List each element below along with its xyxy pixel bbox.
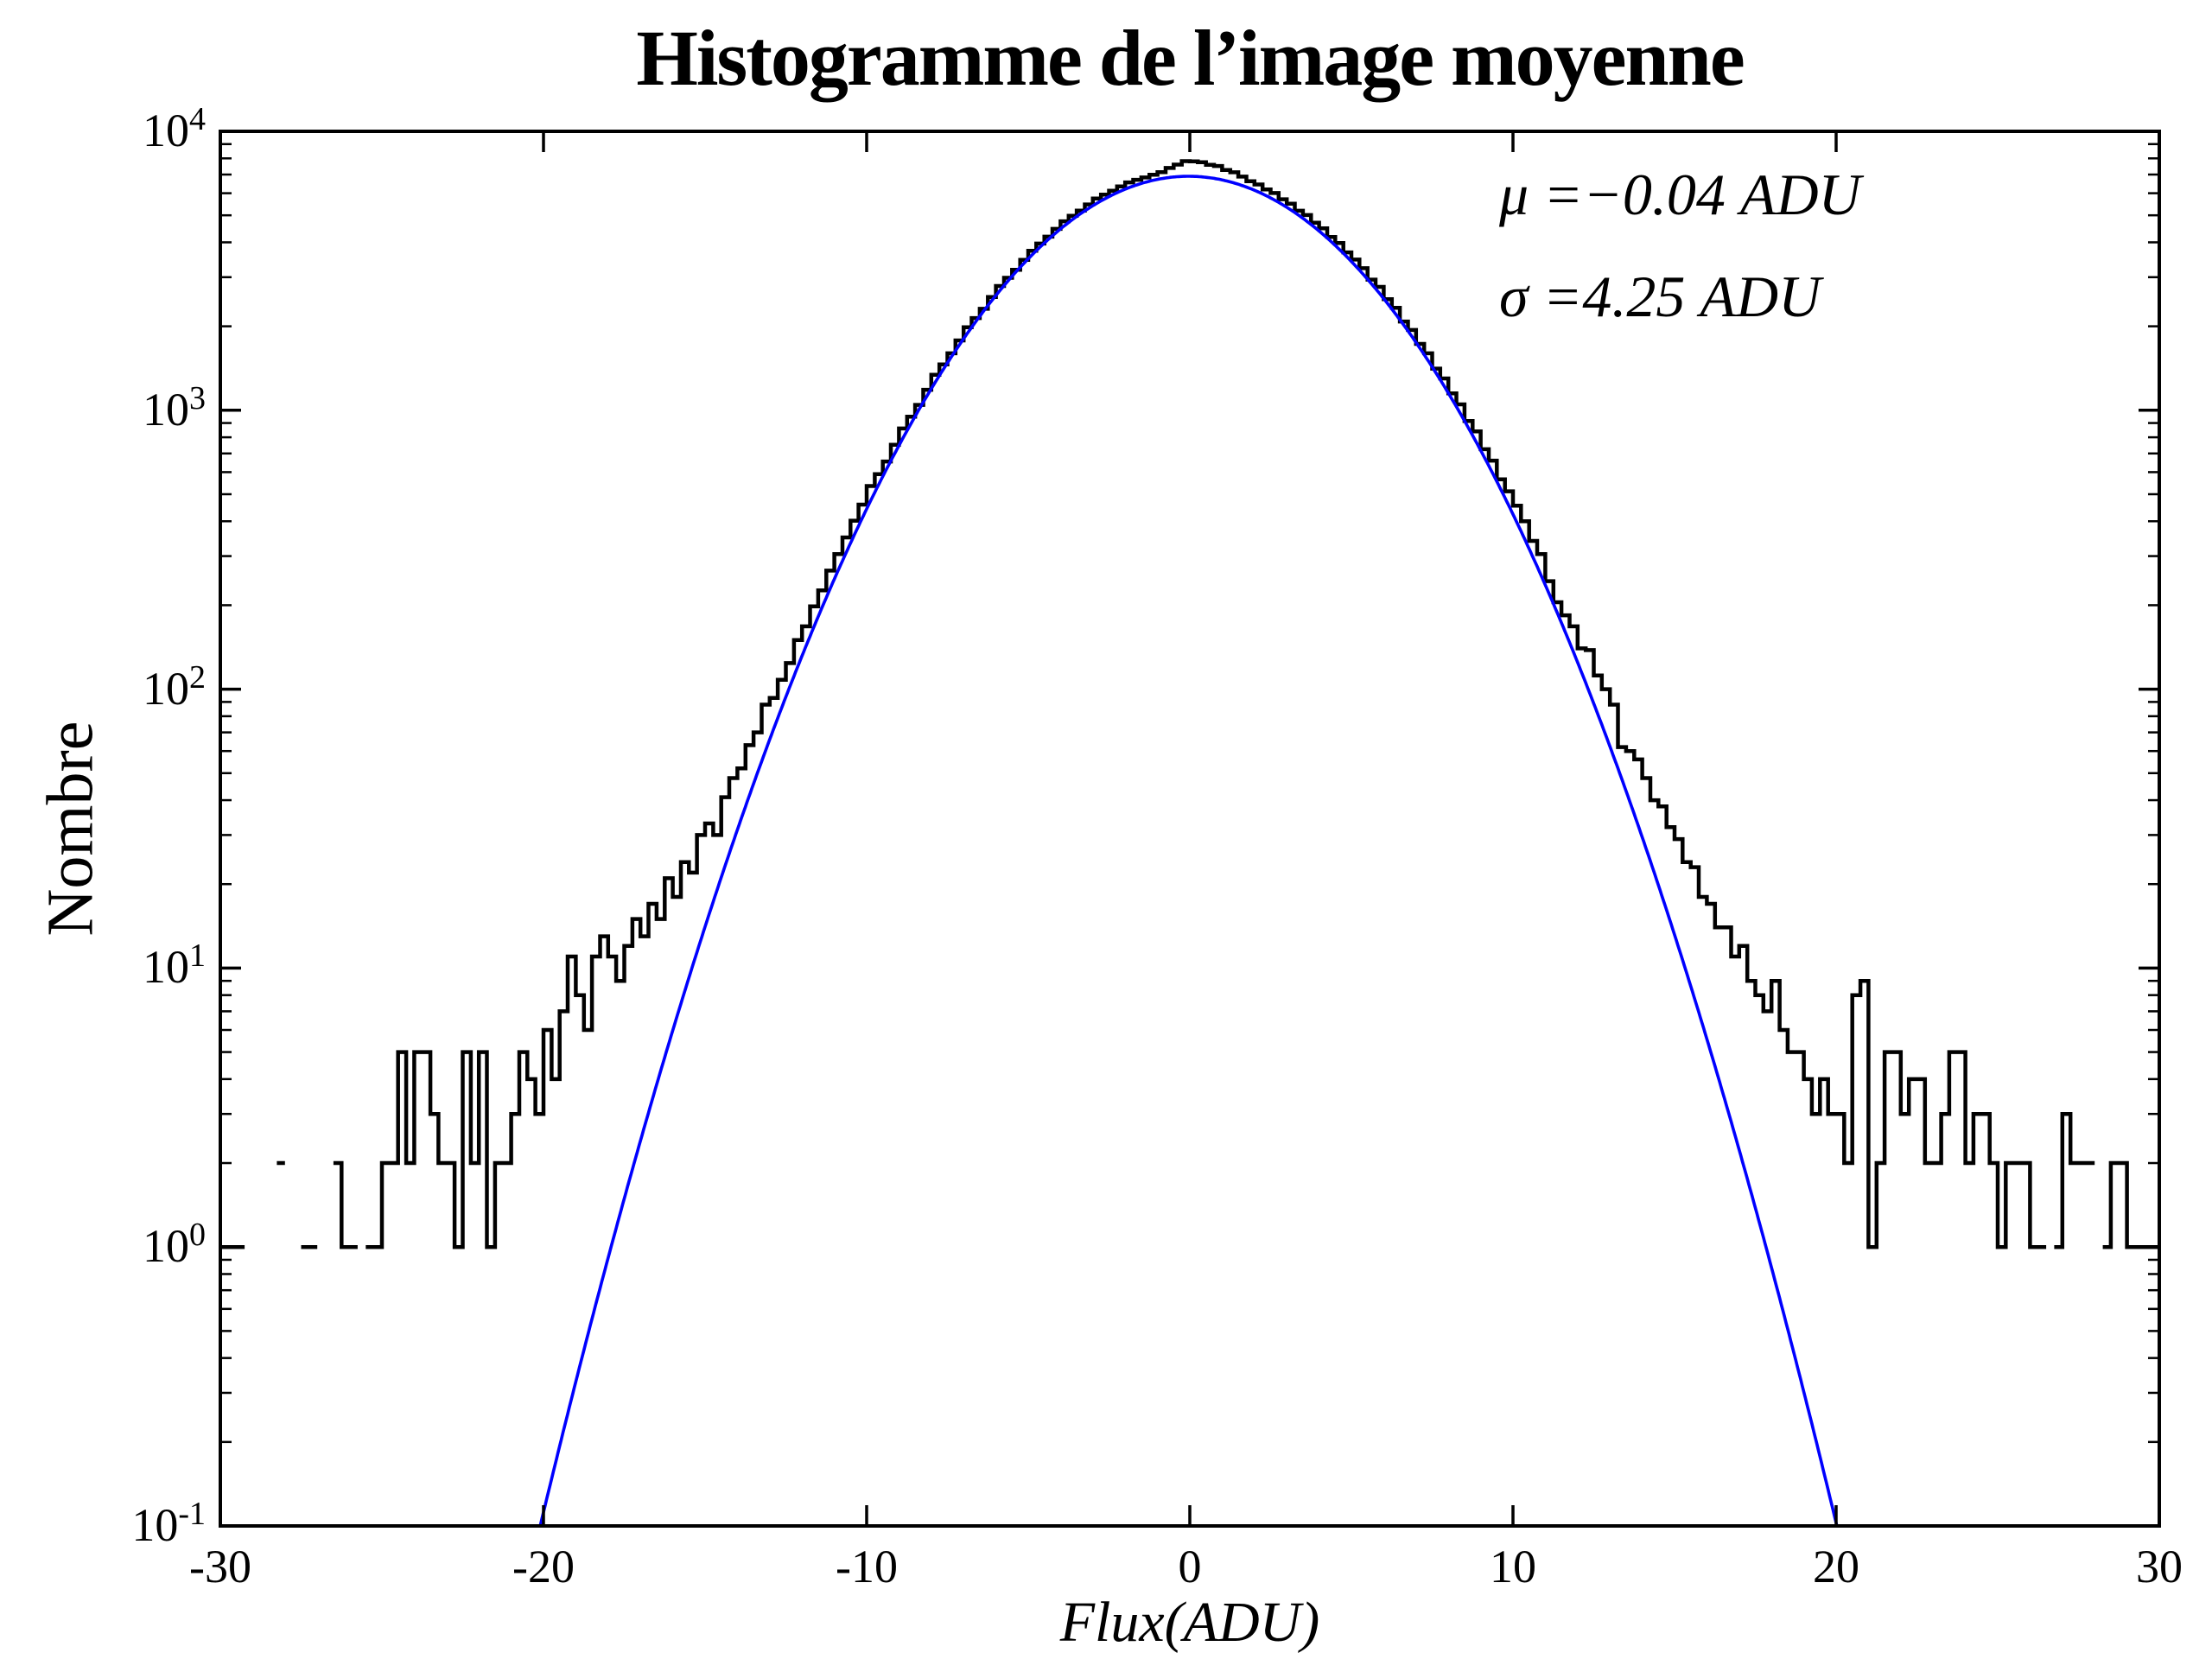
y-tick-label: 104 [143,100,206,156]
y-tick-label: 10-1 [131,1495,206,1551]
y-tick-label: 100 [143,1216,206,1272]
x-tick-label: 20 [1813,1541,1859,1592]
y-tick-label: 102 [143,658,206,715]
x-tick-label: -30 [189,1541,251,1592]
x-tick-label: -20 [512,1541,575,1592]
chart-title: Histogramme de l’image moyenne [636,14,1745,102]
annotation-mu: μ =−0.04 ADU [1499,162,1861,227]
axes-spines [219,130,2161,1528]
histogram-step-line [220,159,2159,1249]
gaussian-fit-curve [538,175,1839,1526]
y-axis-label: Nombre [34,721,107,937]
x-tick-label: 0 [1178,1541,1202,1592]
y-tick-label: 101 [143,938,206,994]
x-tick-label: -10 [836,1541,898,1592]
x-tick-label: 30 [2136,1541,2183,1592]
x-axis-label: Flux(ADU) [1059,1591,1320,1654]
x-tick-label: 10 [1490,1541,1536,1592]
y-tick-label: 103 [143,379,206,435]
annotation-sigma: σ =4.25 ADU [1499,264,1821,329]
